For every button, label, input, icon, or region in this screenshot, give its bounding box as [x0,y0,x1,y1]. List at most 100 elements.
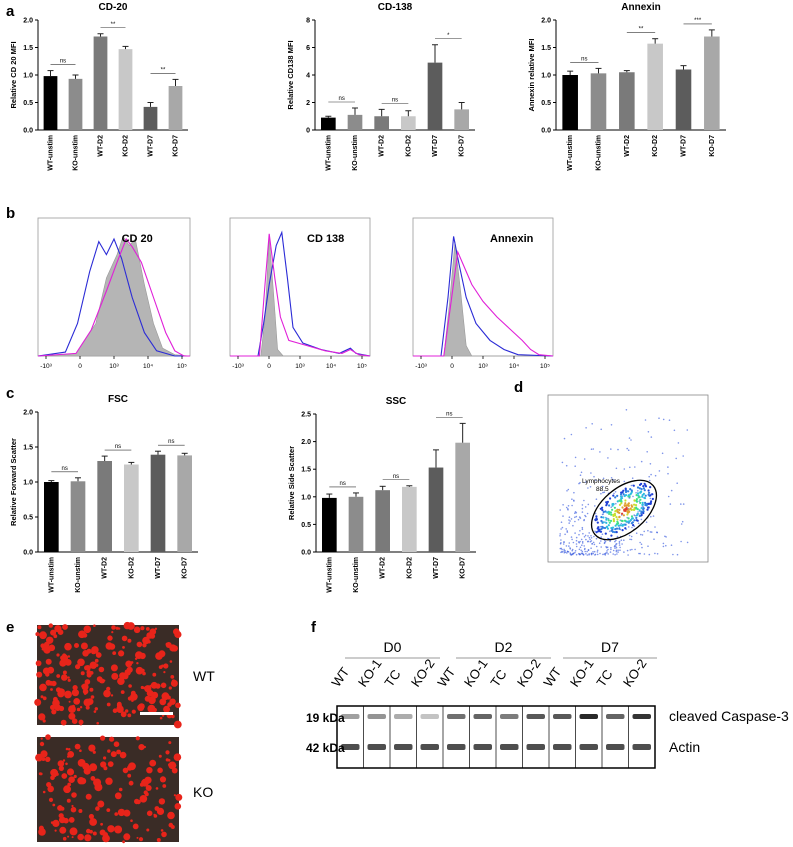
cell-cluster [81,684,85,688]
cell-cluster [79,761,82,764]
density-point [588,532,590,534]
density-point [621,543,623,545]
cell-cluster [106,808,111,812]
cell-cluster [135,736,140,741]
density-point [597,530,600,533]
density-point [559,509,561,511]
density-point [594,505,596,507]
cell-cluster [146,767,153,774]
cd138-histogram: CD 138 -10³ 0 10³ 10⁴ 10⁵ [229,217,371,370]
density-point [577,541,580,543]
density-point [642,511,645,515]
density-point [631,548,633,551]
cell-cluster [134,798,140,805]
cell-cluster [71,836,74,839]
cell-cluster [121,635,128,642]
density-point [600,428,602,431]
cell-cluster [144,792,149,797]
actin-band [473,744,492,750]
x-tick-label: WT-unstim [48,557,55,593]
caspase-band [579,714,598,719]
density-point [593,550,596,553]
density-point [650,473,652,476]
cell-cluster [100,761,107,768]
density-point [612,520,616,523]
cell-cluster [126,666,133,673]
caspase-band [341,714,360,719]
cell-cluster [58,765,64,772]
density-point [633,499,636,502]
density-point [618,499,621,502]
density-point [584,534,587,537]
density-point [640,543,643,545]
density-point [593,475,595,478]
cell-cluster [99,678,105,684]
cell-cluster [84,834,92,842]
lane-label: KO-2 [620,656,650,689]
cell-cluster [85,705,90,710]
histogram-wt-curve [37,237,190,357]
cell-cluster [76,707,81,712]
density-point [630,538,633,541]
density-point [579,530,581,532]
cell-cluster [37,625,42,630]
cell-cluster [84,679,91,685]
density-point [605,502,609,505]
density-point [570,518,573,520]
density-point [612,503,615,506]
cell-cluster [160,682,167,689]
actin-band [394,744,413,750]
cell-cluster [52,819,60,828]
density-point [595,517,598,520]
density-point [594,479,597,481]
density-point [600,492,602,495]
density-point [575,511,578,514]
group-label: D0 [384,639,402,655]
density-point [620,539,623,541]
density-point [606,511,609,514]
cell-cluster [79,632,84,638]
x-tick-label: 10³ [295,363,305,370]
density-point [615,539,617,542]
x-tick-label: KO-D2 [123,135,130,157]
density-point [656,553,659,555]
lane-label: KO-2 [514,656,544,689]
density-point [677,442,680,444]
cell-cluster [64,642,72,651]
cell-cluster [98,666,105,673]
cell-cluster [42,790,46,794]
density-point [609,540,611,543]
density-point [623,480,626,483]
cell-cluster [161,692,170,701]
panel-label-b: b [6,205,15,222]
cell-cluster [93,710,97,713]
significance-label: ns [393,474,399,480]
microscopy-ko-image [37,737,179,842]
density-point [630,484,633,487]
cell-cluster [45,734,51,740]
density-point [599,552,601,555]
cell-cluster [95,663,99,667]
density-point [585,515,587,518]
cell-cluster [110,664,118,672]
cell-cluster [144,695,151,702]
x-tick-label: 0 [267,363,271,370]
density-point [629,519,632,522]
cell-cluster [141,778,149,787]
cell-cluster [113,741,120,747]
density-point [574,516,576,519]
y-axis-label: Relative CD 20 MFI [9,41,18,108]
density-point [563,550,565,552]
cell-cluster [145,785,152,791]
cell-cluster [119,751,127,759]
density-point [574,532,576,534]
y-tick-label: 0.5 [23,515,33,522]
caspase-band [420,714,439,719]
density-point [680,503,682,505]
actin-band [500,744,519,750]
density-point [631,505,634,508]
density-point [583,536,586,538]
density-point [581,511,584,513]
density-point [633,519,636,522]
cell-cluster [38,825,44,831]
